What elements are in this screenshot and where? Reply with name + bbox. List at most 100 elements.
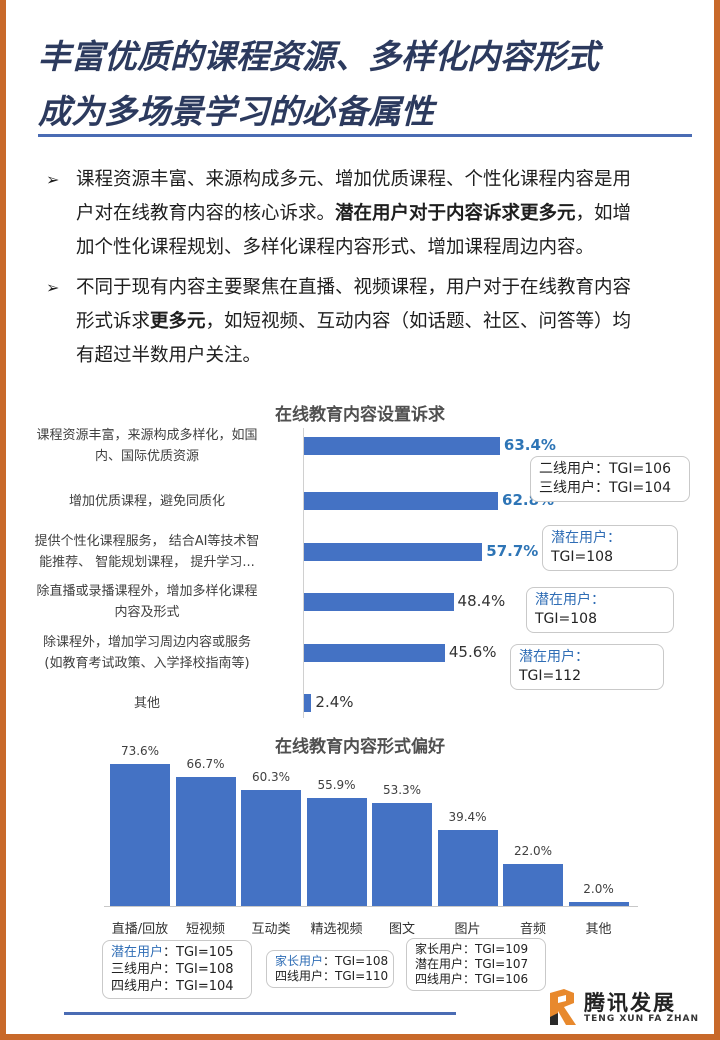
chart1-category-line: 除课程外，增加学习周边内容或服务 bbox=[42, 635, 251, 650]
chart2-bar bbox=[372, 803, 432, 906]
callout-line: 三线用户：TGI=108 bbox=[111, 961, 243, 978]
callout-text: TGI=112 bbox=[519, 668, 581, 684]
arrow-bullet-icon: ➢ bbox=[46, 278, 60, 297]
callout-text: ：TGI=105 bbox=[163, 945, 234, 960]
callout-line: 潜在用户： bbox=[551, 529, 669, 548]
chart1-category-label: 课程资源丰富，来源构成多样化，如国 内、国际优质资源 bbox=[2, 425, 292, 467]
bottom-divider bbox=[64, 1012, 456, 1015]
chart1-category-label: 除直播或录播课程外，增加多样化课程 内容及形式 bbox=[2, 581, 292, 623]
chart1-category-line: 内、国际优质资源 bbox=[94, 449, 199, 464]
bullet-text: ，如短视频、互动内容（如话题、社区、问答等）均 bbox=[205, 311, 632, 332]
bullet-text: 形式诉求 bbox=[76, 311, 151, 332]
chart2-value-label: 53.3% bbox=[382, 783, 422, 798]
chart2-value-label: 39.4% bbox=[448, 809, 487, 824]
chart2-axis-line bbox=[104, 906, 638, 907]
bullet-text: 户对在线教育内容的核心诉求。 bbox=[76, 203, 336, 224]
callout-text: 三线用户：TGI=104 bbox=[539, 480, 671, 496]
chart2-bar bbox=[568, 902, 629, 906]
chart1-title: 在线教育内容设置诉求 bbox=[275, 405, 445, 425]
callout-line: 三线用户：TGI=104 bbox=[539, 479, 681, 498]
bullet-text-bold: 潜在用户对于内容诉求更多元 bbox=[335, 203, 576, 224]
callout-line: TGI=112 bbox=[519, 667, 655, 686]
chart2-value-label: 2.0% bbox=[583, 882, 614, 897]
chart1-category-label: 其他 bbox=[2, 693, 292, 714]
bullet-text: 加个性化课程规划、多样化课程内容形式、增加课程周边内容。 bbox=[76, 237, 595, 258]
callout-text: 三线用户：TGI=108 bbox=[111, 962, 234, 977]
chart1-value-label: 48.4% bbox=[457, 592, 506, 610]
logo-mark-icon bbox=[550, 989, 576, 1025]
bullet-text: 不同于现有内容主要聚焦在直播、视频课程，用户对于在线教育内容 bbox=[76, 277, 632, 298]
chart1-bar bbox=[304, 492, 499, 510]
chart2-tgi-callout: 家长用户：TGI=109 潜在用户：TGI=107 四线用户：TGI=106 bbox=[406, 938, 546, 991]
chart2-bar bbox=[306, 798, 367, 906]
brand-logo: 腾讯发展 TENG XUN FA ZHAN bbox=[544, 985, 714, 1031]
chart1-value-label: 57.7% bbox=[486, 542, 539, 560]
callout-text: ：TGI=108 bbox=[323, 954, 389, 968]
chart1-category-line: 其他 bbox=[133, 695, 160, 711]
callout-line: 二线用户：TGI=106 bbox=[539, 460, 681, 479]
bullet-text: ，如增 bbox=[575, 203, 632, 224]
callout-line: 家长用户：TGI=108 bbox=[275, 954, 389, 969]
callout-line: TGI=108 bbox=[551, 548, 669, 567]
chart2-category-label: 其他 bbox=[585, 922, 612, 937]
callout-line: 潜在用户： bbox=[519, 648, 655, 667]
chart1-tgi-callout: 潜在用户： TGI=112 bbox=[510, 644, 664, 690]
chart1-category-label: 提供个性化课程服务， 结合AI等技术智 能推荐、 智能规划课程， 提升学习... bbox=[2, 531, 292, 573]
chart1-value-label: 63.4% bbox=[503, 436, 556, 454]
callout-text: 四线用户：TGI=104 bbox=[111, 979, 234, 994]
callout-text: 四线用户：TGI=110 bbox=[275, 969, 389, 983]
chart1-axis-line bbox=[303, 428, 304, 718]
chart2-category-label: 音频 bbox=[519, 922, 546, 937]
chart1-bar bbox=[304, 543, 483, 561]
chart2-category-label: 直播/回放 bbox=[111, 922, 169, 937]
callout-text: 潜在用户： bbox=[551, 530, 621, 546]
chart1-tgi-callout: 潜在用户： TGI=108 bbox=[526, 587, 674, 633]
chart1-category-line: 能推荐、 智能规划课程， 提升学习... bbox=[39, 555, 255, 570]
bullet-1-line-2: 户对在线教育内容的核心诉求。潜在用户对于内容诉求更多元，如增 bbox=[76, 197, 631, 231]
callout-text: 四线用户：TGI=106 bbox=[415, 972, 529, 986]
chart1-category-line: 内容及形式 bbox=[114, 605, 180, 620]
chart1-bar bbox=[304, 593, 454, 611]
chart1-category-line: 除直播或录播课程外，增加多样化课程 bbox=[36, 584, 258, 599]
chart2-value-label: 73.6% bbox=[120, 743, 160, 758]
chart1-category-line: (如教育考试政策、入学择校指南等) bbox=[44, 656, 250, 671]
callout-text: 潜在用户 bbox=[111, 945, 164, 960]
chart1-bar bbox=[304, 644, 445, 662]
chart2-category-label: 短视频 bbox=[185, 922, 225, 937]
chart2-title: 在线教育内容形式偏好 bbox=[275, 737, 445, 757]
chart1-tgi-callout: 二线用户：TGI=106 三线用户：TGI=104 bbox=[530, 456, 690, 502]
chart1-value-label: 45.6% bbox=[448, 643, 497, 661]
chart1-bar bbox=[304, 437, 500, 455]
title-divider bbox=[38, 134, 692, 137]
bullet-2-line-3: 有超过半数用户关注。 bbox=[76, 339, 261, 373]
callout-text: 二线用户：TGI=106 bbox=[539, 461, 671, 477]
chart1-category-line: 增加优质课程，避免同质化 bbox=[68, 493, 225, 509]
bullet-2-line-1: 不同于现有内容主要聚焦在直播、视频课程，用户对于在线教育内容 bbox=[76, 271, 631, 305]
logo-name-en: TENG XUN FA ZHAN bbox=[584, 1014, 700, 1024]
callout-text: 家长用户 bbox=[275, 954, 324, 968]
chart2-tgi-callout: 家长用户：TGI=108 四线用户：TGI=110 bbox=[266, 950, 394, 988]
page-title-line1: 丰富优质的课程资源、多样化内容形式 bbox=[38, 37, 599, 76]
chart2-bar bbox=[241, 789, 301, 906]
chart2-category-label: 互动类 bbox=[251, 922, 291, 937]
callout-text: 潜在用户： bbox=[519, 649, 589, 665]
logo-name-cn: 腾讯发展 bbox=[584, 991, 676, 1015]
chart1-category-label: 除课程外，增加学习周边内容或服务 (如教育考试政策、入学择校指南等) bbox=[2, 632, 292, 674]
chart2-value-label: 60.3% bbox=[251, 769, 291, 784]
bullet-point-2: ➢ 不同于现有内容主要聚焦在直播、视频课程，用户对于在线教育内容 形式诉求更多元… bbox=[46, 271, 686, 381]
chart2-category-label: 图片 bbox=[454, 922, 481, 937]
chart2-bar bbox=[437, 829, 498, 906]
chart1-tgi-callout: 潜在用户： TGI=108 bbox=[542, 525, 678, 571]
callout-line: 四线用户：TGI=104 bbox=[111, 978, 243, 995]
chart2-value-label: 22.0% bbox=[513, 843, 553, 858]
bullet-point-1: ➢ 课程资源丰富、来源构成多元、增加优质课程、个性化课程内容是用 户对在线教育内… bbox=[46, 163, 686, 273]
arrow-bullet-icon: ➢ bbox=[46, 170, 60, 189]
chart2-category-label: 精选视频 bbox=[310, 922, 363, 937]
bullet-1-line-1: 课程资源丰富、来源构成多元、增加优质课程、个性化课程内容是用 bbox=[76, 163, 631, 197]
chart2-bar bbox=[503, 863, 563, 906]
bullet-text-bold: 更多元 bbox=[150, 311, 206, 332]
callout-line: 潜在用户：TGI=107 bbox=[415, 957, 537, 972]
chart1-category-line: 提供个性化课程服务， 结合AI等技术智 bbox=[34, 534, 260, 549]
bullet-1-line-3: 加个性化课程规划、多样化课程内容形式、增加课程周边内容。 bbox=[76, 231, 594, 265]
chart2-value-label: 55.9% bbox=[317, 778, 356, 793]
